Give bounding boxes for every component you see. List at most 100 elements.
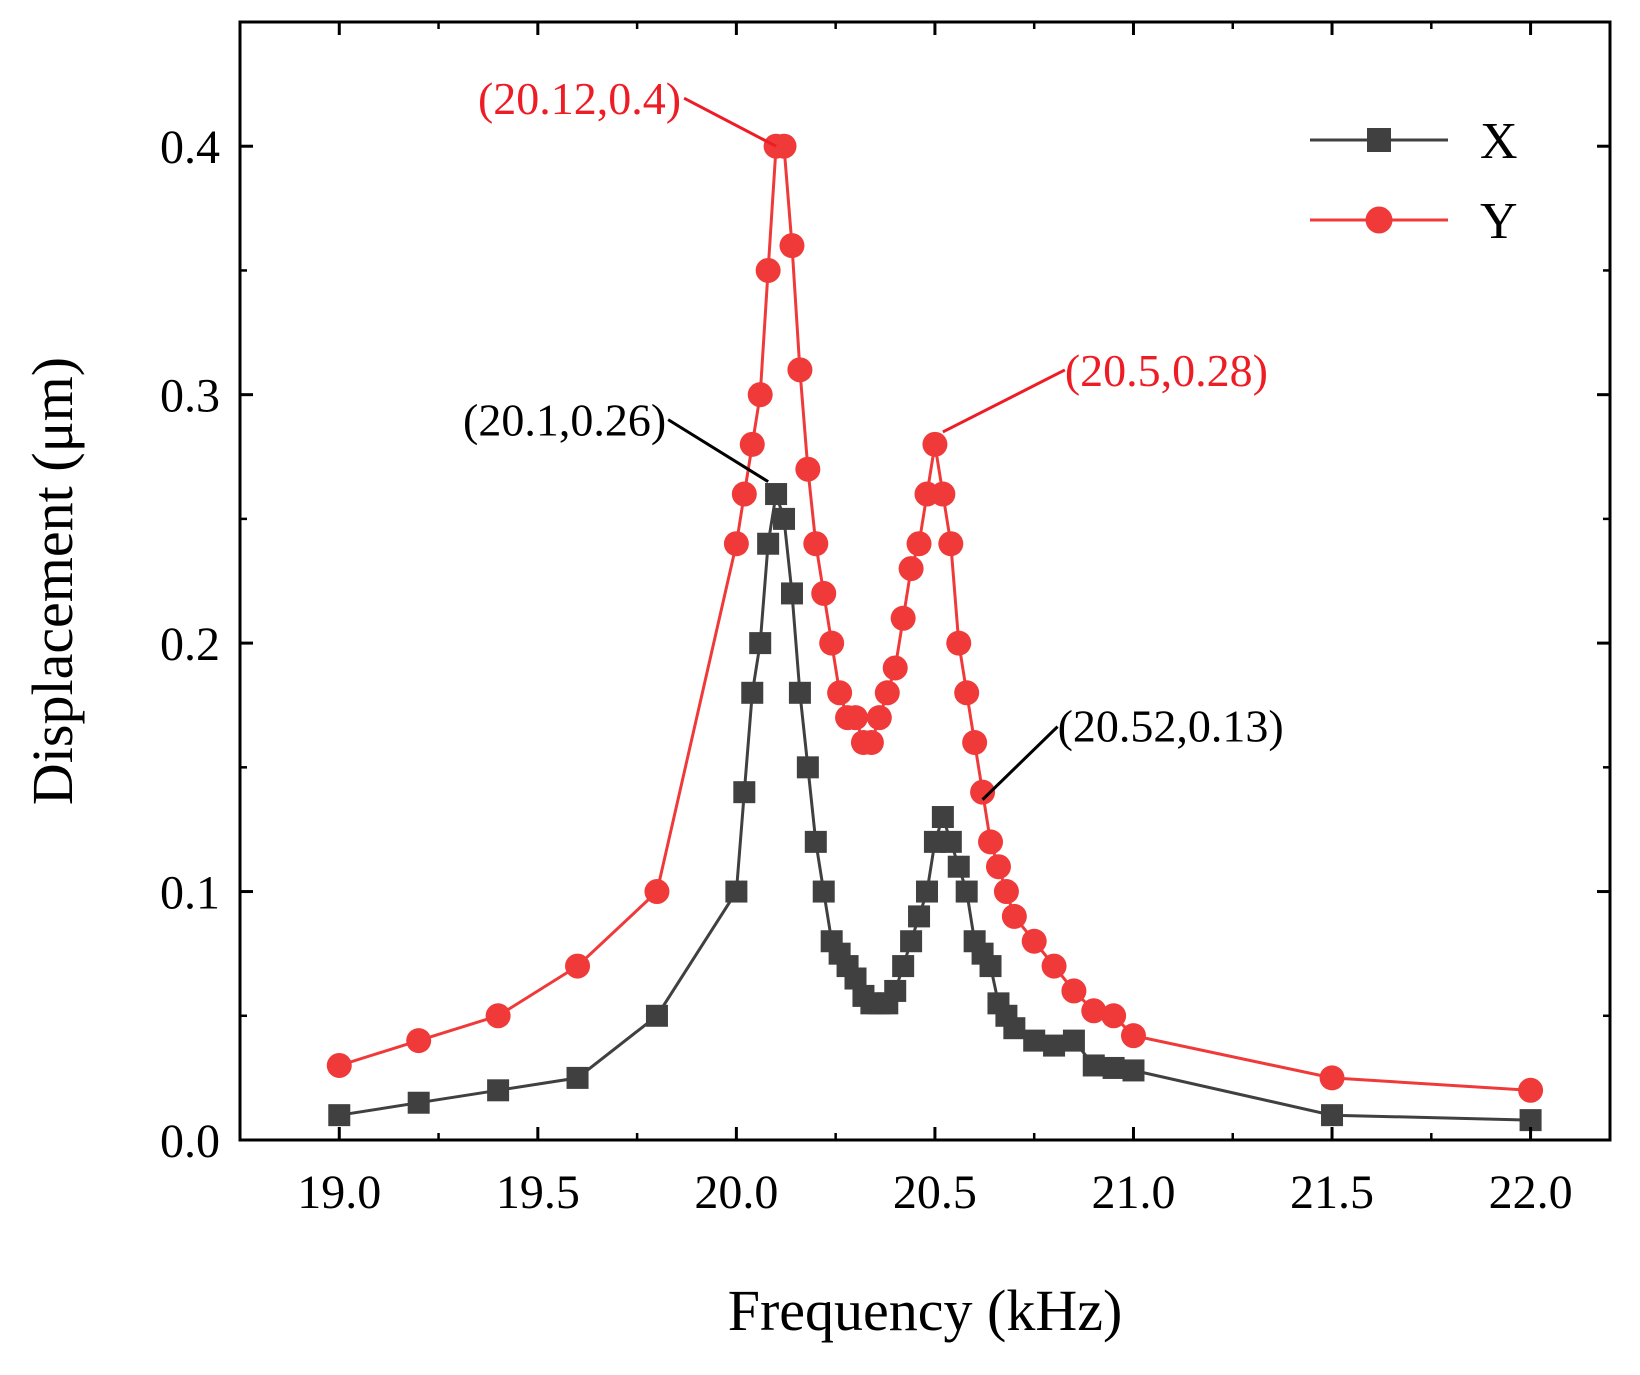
data-point-x (939, 830, 962, 853)
annotation-leader-line (981, 725, 1059, 801)
plot-area-frame (238, 20, 1612, 1142)
data-point-y (993, 879, 1019, 905)
data-point-y (1120, 1023, 1146, 1049)
data-point-x (407, 1091, 430, 1114)
annotation-label: (20.5,0.28) (1065, 345, 1268, 396)
data-point-y (930, 481, 956, 507)
data-point-y (787, 357, 813, 383)
data-point-x (900, 930, 923, 953)
x-tick-label: 20.5 (893, 1166, 977, 1219)
annotation-layer: (20.12,0.4) (20.5,0.28) (20.1,0.26) (20.52,… (463, 73, 1284, 801)
data-point-y (406, 1028, 432, 1054)
annotation-label: (20.52,0.13) (1058, 701, 1284, 752)
data-point-y (898, 556, 924, 582)
data-point-x (749, 632, 772, 655)
data-point-y (747, 382, 773, 408)
data-point-y (1041, 953, 1067, 979)
data-point-y (644, 879, 670, 905)
data-point-y (771, 133, 797, 159)
data-point-x (733, 781, 756, 804)
data-point-y (970, 779, 996, 805)
data-point-x (931, 806, 954, 829)
data-point-y (779, 233, 805, 259)
data-point-y (565, 953, 591, 979)
data-point-y (723, 531, 749, 557)
data-point-x (796, 756, 819, 779)
data-point-y (882, 655, 908, 681)
data-point-x (979, 955, 1002, 978)
x-axis-title: Frequency (kHz) (728, 1278, 1123, 1343)
data-point-y (326, 1052, 352, 1078)
data-point-y (938, 531, 964, 557)
y-tick-label: 0.3 (160, 370, 220, 423)
data-point-y (858, 729, 884, 755)
legend-label: Y (1480, 193, 1518, 250)
legend-marker (1365, 206, 1393, 234)
data-point-x (1003, 1017, 1026, 1040)
data-point-y (1021, 928, 1047, 954)
annotation: (20.1,0.26) (463, 395, 769, 483)
tick-layer: 19.0 19.5 20.0 20.5 21.0 21.5 22.0 0.0 0.1 0.2 0.3… (160, 22, 1610, 1219)
series-line-y (338, 144, 1531, 1092)
data-point-y (755, 257, 781, 283)
x-tick-label: 20.0 (694, 1166, 778, 1219)
data-point-x (645, 1004, 668, 1027)
annotation-label: (20.1,0.26) (463, 395, 666, 446)
data-point-x (1043, 1034, 1066, 1057)
data-point-y (731, 481, 757, 507)
data-point-y (866, 705, 892, 731)
data-point-x (1321, 1104, 1344, 1127)
x-tick-label: 19.0 (297, 1166, 381, 1219)
data-point-y (954, 680, 980, 706)
data-point-x (884, 979, 907, 1002)
data-point-y (985, 854, 1011, 880)
data-point-y (978, 829, 1004, 855)
data-point-y (906, 531, 932, 557)
annotation-leader-line (667, 418, 769, 483)
x-tick-label: 21.5 (1290, 1166, 1374, 1219)
data-point-y (1061, 978, 1087, 1004)
y-tick-label: 0.0 (160, 1115, 220, 1168)
data-point-x (804, 830, 827, 853)
y-tick-label: 0.2 (160, 618, 220, 671)
series-y (326, 133, 1544, 1103)
legend-entry-x: X (1310, 113, 1518, 170)
data-point-x (566, 1066, 589, 1089)
data-point-x (328, 1104, 351, 1127)
data-point-x (1519, 1109, 1542, 1132)
series-layer (326, 133, 1544, 1132)
x-tick-label: 21.0 (1091, 1166, 1175, 1219)
data-point-x (844, 967, 867, 990)
data-point-y (922, 431, 948, 457)
annotation-leader-line (942, 368, 1066, 434)
x-tick-label: 19.5 (496, 1166, 580, 1219)
data-point-y (1001, 903, 1027, 929)
data-point-y (1101, 1003, 1127, 1029)
data-point-x (1062, 1029, 1085, 1052)
data-point-y (485, 1003, 511, 1029)
x-tick-label: 22.0 (1489, 1166, 1573, 1219)
data-point-x (1082, 1054, 1105, 1077)
data-point-y (1518, 1077, 1544, 1103)
annotation: (20.5,0.28) (942, 345, 1268, 434)
annotation-label: (20.12,0.4) (478, 73, 681, 124)
data-point-x (780, 582, 803, 605)
y-axis-title: Displacement (μm) (20, 357, 85, 805)
data-point-x (955, 880, 978, 903)
data-point-y (1081, 998, 1107, 1024)
legend-entry-y: Y (1310, 193, 1518, 250)
data-point-y (803, 531, 829, 557)
data-point-x (947, 855, 970, 878)
data-point-y (843, 705, 869, 731)
data-point-x (812, 880, 835, 903)
legend-marker (1367, 128, 1391, 152)
legend-label: X (1480, 113, 1518, 170)
data-point-x (788, 681, 811, 704)
y-tick-label: 0.4 (160, 121, 220, 174)
y-tick-label: 0.1 (160, 867, 220, 920)
data-point-x (765, 483, 788, 506)
data-point-x (725, 880, 748, 903)
legend: XY (1310, 113, 1518, 250)
data-point-x (892, 955, 915, 978)
